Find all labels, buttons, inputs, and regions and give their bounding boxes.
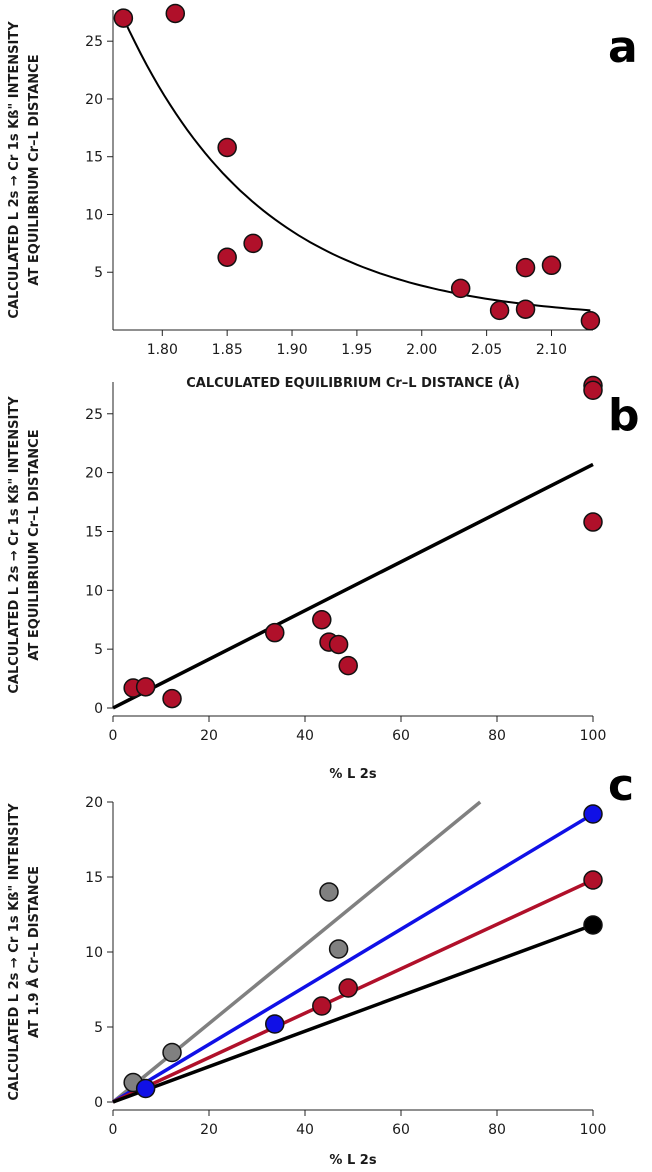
- data-point: [515, 257, 536, 278]
- x-tick-label: 80: [488, 728, 506, 744]
- y-tick-label: 5: [94, 1020, 103, 1036]
- panel-letter-b: b: [608, 390, 640, 441]
- x-tick-label: 1.85: [212, 342, 243, 358]
- fit-line: [112, 923, 594, 1104]
- data-point: [319, 882, 339, 902]
- y-axis-label: AT EQUILIBRIUM Cr–L DISTANCE: [27, 54, 42, 285]
- y-tick-label: 0: [94, 1095, 103, 1111]
- x-tick-label: 2.05: [471, 342, 502, 358]
- x-tick-label: 20: [200, 1122, 218, 1138]
- data-point: [583, 804, 603, 824]
- y-axis-label: AT EQUILIBRIUM Cr–L DISTANCE: [27, 429, 42, 660]
- x-axis-label: % L 2s: [329, 767, 376, 782]
- x-tick-label: 0: [109, 1122, 118, 1138]
- x-tick-label: 40: [296, 728, 314, 744]
- data-point: [338, 655, 358, 676]
- panel-c: 0 5 10 15 20 0 20 40 60 80 100 % L 2s CALCULATED L 2…: [7, 795, 606, 1168]
- data-point: [162, 1042, 182, 1063]
- y-tick-label: 15: [85, 150, 103, 166]
- y-tick-label: 5: [94, 265, 103, 281]
- data-point: [328, 939, 349, 959]
- data-point: [583, 512, 603, 532]
- x-tick-label: 60: [392, 1122, 410, 1138]
- data-point: [217, 137, 237, 158]
- data-point: [135, 677, 156, 697]
- data-point: [312, 609, 332, 630]
- data-point: [265, 1014, 285, 1034]
- x-tick-label: 20: [200, 728, 218, 744]
- data-point: [583, 915, 603, 935]
- y-axis-label: AT 1.9 Å Cr–L DISTANCE: [26, 866, 42, 1038]
- data-point: [312, 996, 332, 1016]
- y-axis-label: CALCULATED L 2s → Cr 1s Kß" INTENSITY: [7, 396, 22, 694]
- data-point: [338, 978, 358, 998]
- data-point: [583, 870, 603, 890]
- fit-curve: [122, 17, 591, 312]
- y-tick-label: 10: [85, 945, 103, 961]
- y-tick-label: 10: [85, 583, 103, 599]
- y-tick-label: 0: [94, 701, 103, 717]
- x-tick-label: 0: [109, 728, 118, 744]
- data-point: [583, 380, 603, 400]
- y-tick-label: 15: [85, 870, 103, 886]
- y-tick-label: 20: [85, 92, 103, 108]
- data-point: [113, 8, 134, 28]
- x-tick-label: 2.10: [536, 342, 567, 358]
- y-tick-label: 20: [85, 466, 103, 482]
- data-point: [489, 300, 510, 321]
- data-point: [165, 3, 186, 24]
- x-tick-label: 40: [296, 1122, 314, 1138]
- data-point: [450, 278, 471, 299]
- data-point: [328, 634, 349, 655]
- x-axis-label: CALCULATED EQUILIBRIUM Cr–L DISTANCE (Å): [186, 375, 520, 391]
- data-point: [162, 688, 182, 709]
- y-axis-label: CALCULATED L 2s → Cr 1s Kß" INTENSITY: [7, 803, 22, 1101]
- x-axis-label: % L 2s: [329, 1153, 376, 1168]
- data-point: [243, 233, 263, 254]
- panel-letter-a: a: [608, 22, 638, 73]
- x-tick-label: 1.90: [276, 342, 307, 358]
- y-tick-label: 20: [85, 795, 103, 811]
- x-tick-label: 2.00: [406, 342, 437, 358]
- y-tick-label: 5: [94, 642, 103, 658]
- y-tick-label: 25: [85, 407, 103, 423]
- x-tick-label: 1.95: [341, 342, 372, 358]
- y-tick-label: 15: [85, 524, 103, 540]
- y-axis-label: CALCULATED L 2s → Cr 1s Kß" INTENSITY: [7, 21, 22, 319]
- data-point: [217, 247, 237, 267]
- data-point: [135, 1078, 156, 1099]
- x-tick-label: 100: [580, 728, 607, 744]
- fit-line: [112, 462, 594, 710]
- data-point: [515, 299, 536, 319]
- data-point: [541, 255, 562, 276]
- panel-a: 5 10 15 20 25 1.80 1.85 1.90 1.95 2.00 2.05 2.10 CAL…: [7, 3, 601, 391]
- panel-b: 0 5 10 15 20 25 0 20 40 60 80 100 % L 2s CALCULATED L…: [7, 375, 607, 782]
- data-point: [580, 311, 601, 331]
- y-tick-label: 10: [85, 207, 103, 223]
- x-tick-label: 100: [580, 1122, 607, 1138]
- x-tick-label: 1.80: [147, 342, 178, 358]
- data-point: [265, 622, 285, 643]
- x-tick-label: 80: [488, 1122, 506, 1138]
- panel-letter-c: c: [608, 760, 634, 811]
- fit-line: [112, 812, 594, 1104]
- y-tick-label: 25: [85, 34, 103, 50]
- x-tick-label: 60: [392, 728, 410, 744]
